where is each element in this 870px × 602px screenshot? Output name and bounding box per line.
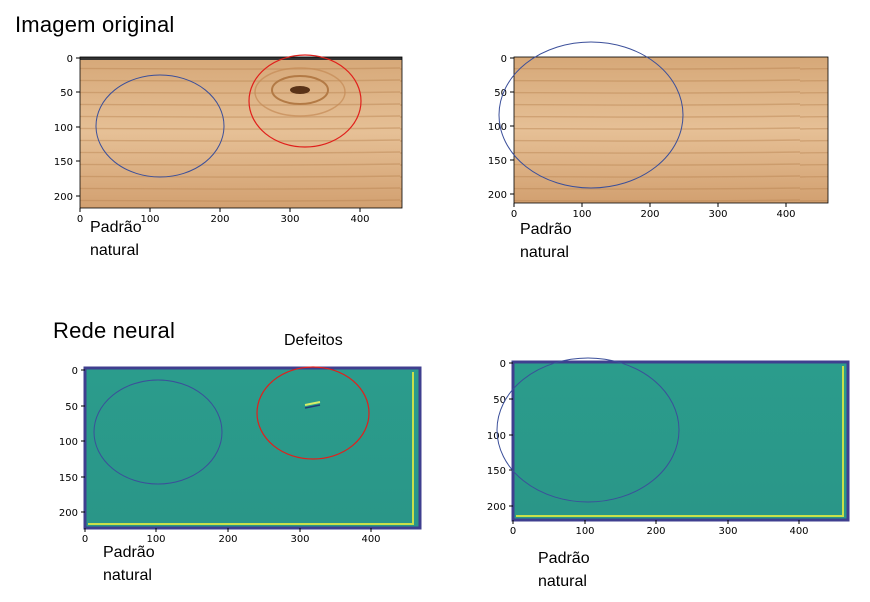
neural-output-image [85, 368, 420, 528]
defect-ellipse [248, 54, 362, 148]
tick-label: 50 [493, 395, 506, 406]
tick-label: 0 [500, 359, 506, 370]
tick-label: 0 [82, 534, 88, 545]
natural-pattern-ellipse [496, 357, 680, 503]
tick-label: 0 [501, 54, 507, 65]
tick-label: 100 [488, 122, 507, 133]
tick-label: 400 [350, 214, 369, 225]
natural-pattern-ellipse [95, 74, 225, 178]
tick-label: 200 [54, 192, 73, 203]
y-axis-right-1: 0 50 100 150 200 [488, 54, 514, 201]
natural-pattern-label: Padrão natural [520, 221, 572, 261]
tick-label: 200 [210, 214, 229, 225]
defect-ellipse [256, 366, 370, 460]
tick-label: 0 [72, 366, 78, 377]
tick-label: 400 [361, 534, 380, 545]
natural-pattern-label: Padrão natural [90, 219, 142, 259]
neural-output-image [513, 362, 848, 520]
wood-image [80, 57, 402, 208]
heading-neural: Rede neural [53, 318, 176, 343]
tick-label: 100 [140, 214, 159, 225]
tick-label: 50 [65, 402, 78, 413]
tick-label: 100 [59, 437, 78, 448]
tick-label: 0 [77, 214, 83, 225]
tick-label: 100 [575, 526, 594, 537]
tick-label: 0 [510, 526, 516, 537]
tick-label: 100 [572, 209, 591, 220]
tick-label: 200 [218, 534, 237, 545]
wood-image [514, 57, 828, 203]
heading-original: Imagem original [15, 12, 175, 37]
tick-label: 50 [494, 88, 507, 99]
tick-label: 200 [487, 502, 506, 513]
tick-label: 200 [59, 508, 78, 519]
tick-label: 150 [488, 156, 507, 167]
defects-label: Defeitos [284, 332, 343, 349]
tick-label: 150 [54, 157, 73, 168]
tick-label: 100 [487, 431, 506, 442]
tick-label: 200 [646, 526, 665, 537]
natural-pattern-label: Padrão natural [103, 544, 155, 584]
tick-label: 150 [487, 466, 506, 477]
y-axis-left-2: 0 50 100 150 200 [59, 366, 85, 519]
tick-label: 200 [488, 190, 507, 201]
tick-label: 0 [67, 54, 73, 65]
tick-label: 200 [640, 209, 659, 220]
y-axis-right-2: 0 50 100 150 200 [487, 359, 513, 513]
y-axis-left-1: 0 50 100 150 200 [54, 54, 80, 203]
natural-pattern-ellipse [498, 41, 684, 189]
tick-label: 150 [59, 473, 78, 484]
tick-label: 400 [789, 526, 808, 537]
tick-label: 300 [718, 526, 737, 537]
tick-label: 50 [60, 88, 73, 99]
x-axis-right-2: 0 100 200 300 400 [510, 520, 809, 537]
tick-label: 300 [280, 214, 299, 225]
tick-label: 100 [54, 123, 73, 134]
natural-pattern-label: Padrão natural [538, 550, 590, 590]
tick-label: 400 [776, 209, 795, 220]
tick-label: 300 [290, 534, 309, 545]
tick-label: 0 [511, 209, 517, 220]
tick-label: 300 [708, 209, 727, 220]
natural-pattern-ellipse [93, 379, 223, 485]
